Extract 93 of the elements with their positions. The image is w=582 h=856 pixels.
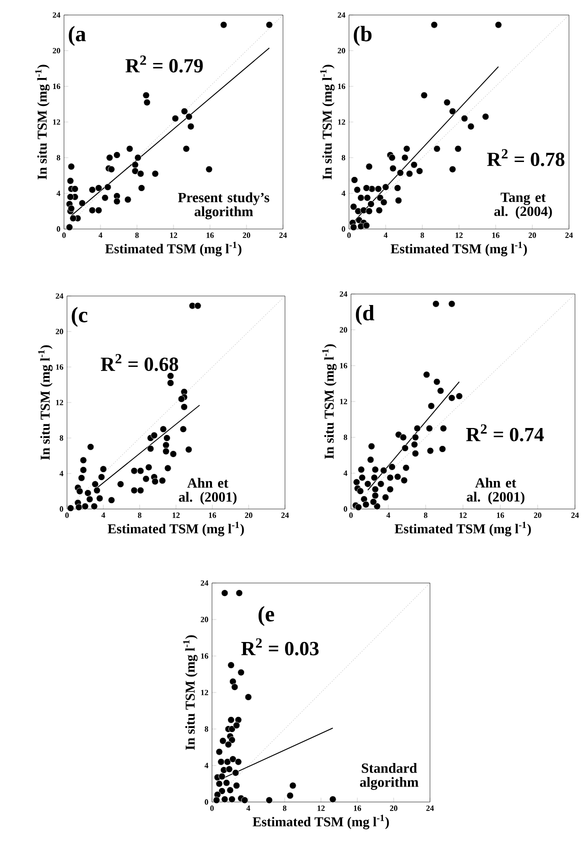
y-tick-label: 12 (56, 400, 63, 406)
x-tick-label: 8 (138, 512, 142, 518)
x-tick-label: 4 (98, 232, 102, 238)
x-tick-label: 12 (455, 232, 462, 238)
annotation: Tang et al. (2004) (494, 192, 552, 219)
x-tick-label: 12 (317, 806, 324, 811)
y-tick-label: 4 (59, 470, 64, 476)
x-tick-label: 4 (386, 512, 390, 518)
y-tick-label: 12 (200, 690, 208, 696)
annotation: Ahn et al. (2001) (178, 478, 236, 505)
y-tick-label: 12 (52, 119, 60, 125)
x-tick-label: 20 (242, 232, 250, 238)
x-axis-title: Estimated TSM (mg l$^{-1}$) (108, 522, 244, 536)
x-axis-title: Estimated TSM (mg l$^{-1}$) (394, 522, 531, 536)
x-tick-label: 4 (246, 806, 250, 811)
y-tick-label: 4 (343, 470, 348, 476)
annotation: (b (354, 26, 372, 46)
y-tick-label: 0 (56, 226, 60, 232)
x-tick-label: 0 (65, 512, 69, 518)
y-axis-title: In situ TSM (mg l$^{-1}$) (322, 344, 336, 459)
y-tick-label: 24 (338, 12, 346, 18)
x-tick-label: 4 (384, 232, 388, 238)
x-tick-label: 20 (528, 232, 536, 238)
y-tick-label: 8 (344, 434, 348, 440)
x-tick-label: 8 (424, 512, 428, 518)
x-tick-label: 8 (282, 806, 286, 811)
y-tick-label: 0 (344, 506, 348, 512)
y-tick-label: 24 (52, 12, 60, 18)
annotation: Ahn et al. (2001) (466, 478, 524, 504)
y-tick-label: 12 (340, 398, 347, 404)
y-tick-label: 24 (200, 580, 208, 586)
y-axis-title: In situ TSM (mg l$^{-1}$) (34, 64, 50, 180)
y-tick-label: 8 (204, 726, 208, 732)
y-tick-label: 0 (342, 226, 346, 232)
y-tick-label: 8 (60, 435, 64, 441)
annotation: R$^{2}$ = 0.68 (100, 354, 178, 372)
annotation: R$^{2}$ = 0.74 (466, 424, 544, 442)
y-axis-title: In situ TSM (mg l$^{-1}$) (38, 345, 52, 460)
x-tick-label: 0 (347, 232, 351, 238)
x-tick-label: 24 (565, 232, 573, 238)
y-tick-label: 4 (56, 190, 60, 196)
y-tick-label: 12 (338, 119, 345, 125)
y-tick-label: 16 (338, 84, 346, 90)
x-tick-label: 24 (426, 806, 434, 811)
x-axis-title: Estimated TSM (mg l$^{-1}$) (252, 814, 389, 830)
annotation: R$^{2}$ = 0.79 (125, 56, 203, 73)
x-tick-label: 12 (459, 512, 466, 518)
y-tick-label: 16 (200, 653, 208, 659)
x-axis-title: Estimated TSM (mg l$^{-1}$) (390, 242, 527, 256)
y-tick-label: 8 (342, 154, 346, 160)
x-tick-label: 16 (354, 806, 361, 811)
x-tick-label: 8 (420, 232, 424, 238)
annotation: (d (356, 304, 374, 325)
y-tick-label: 20 (200, 616, 208, 622)
y-tick-label: 16 (52, 84, 60, 90)
x-tick-label: 24 (281, 512, 289, 518)
annotation: Standard algorithm (360, 763, 418, 790)
x-tick-label: 24 (279, 232, 287, 238)
y-tick-label: 20 (338, 48, 346, 54)
annotation: Present study’s algorithm (178, 192, 270, 220)
y-axis-title: In situ TSM (mg l$^{-1}$) (182, 635, 198, 750)
x-tick-label: 12 (172, 512, 180, 518)
y-tick-label: 16 (340, 362, 348, 368)
x-tick-label: 16 (496, 512, 504, 518)
x-tick-label: 16 (208, 512, 216, 518)
x-axis-title: Estimated TSM (mg l$^{-1}$) (105, 242, 242, 256)
x-tick-label: 8 (135, 232, 139, 238)
x-tick-label: 4 (101, 512, 106, 518)
y-axis-title: In situ TSM (mg l$^{-1}$) (320, 64, 334, 180)
y-tick-label: 20 (52, 48, 60, 54)
x-tick-label: 0 (349, 512, 353, 518)
y-tick-label: 4 (341, 190, 346, 196)
y-tick-label: 0 (204, 799, 208, 805)
x-tick-label: 20 (244, 512, 252, 518)
y-tick-label: 20 (56, 328, 64, 334)
y-tick-label: 0 (60, 506, 64, 512)
x-tick-label: 24 (571, 512, 579, 518)
x-tick-label: 16 (492, 232, 500, 238)
x-tick-label: 20 (390, 806, 398, 811)
x-tick-label: 20 (534, 512, 542, 518)
annotation: (e (258, 606, 274, 626)
y-tick-label: 8 (56, 154, 60, 160)
x-tick-label: 12 (170, 232, 177, 238)
annotation: (a (68, 26, 86, 46)
y-tick-label: 20 (340, 327, 348, 333)
annotation: (c (72, 306, 88, 327)
y-tick-label: 4 (204, 762, 208, 768)
annotation: R$^{2}$ = 0.78 (486, 149, 564, 166)
annotation: R$^{2}$ = 0.03 (241, 638, 318, 656)
y-tick-label: 24 (340, 291, 348, 297)
y-tick-label: 24 (56, 293, 64, 299)
y-tick-label: 16 (56, 364, 64, 370)
x-tick-label: 0 (210, 806, 214, 811)
